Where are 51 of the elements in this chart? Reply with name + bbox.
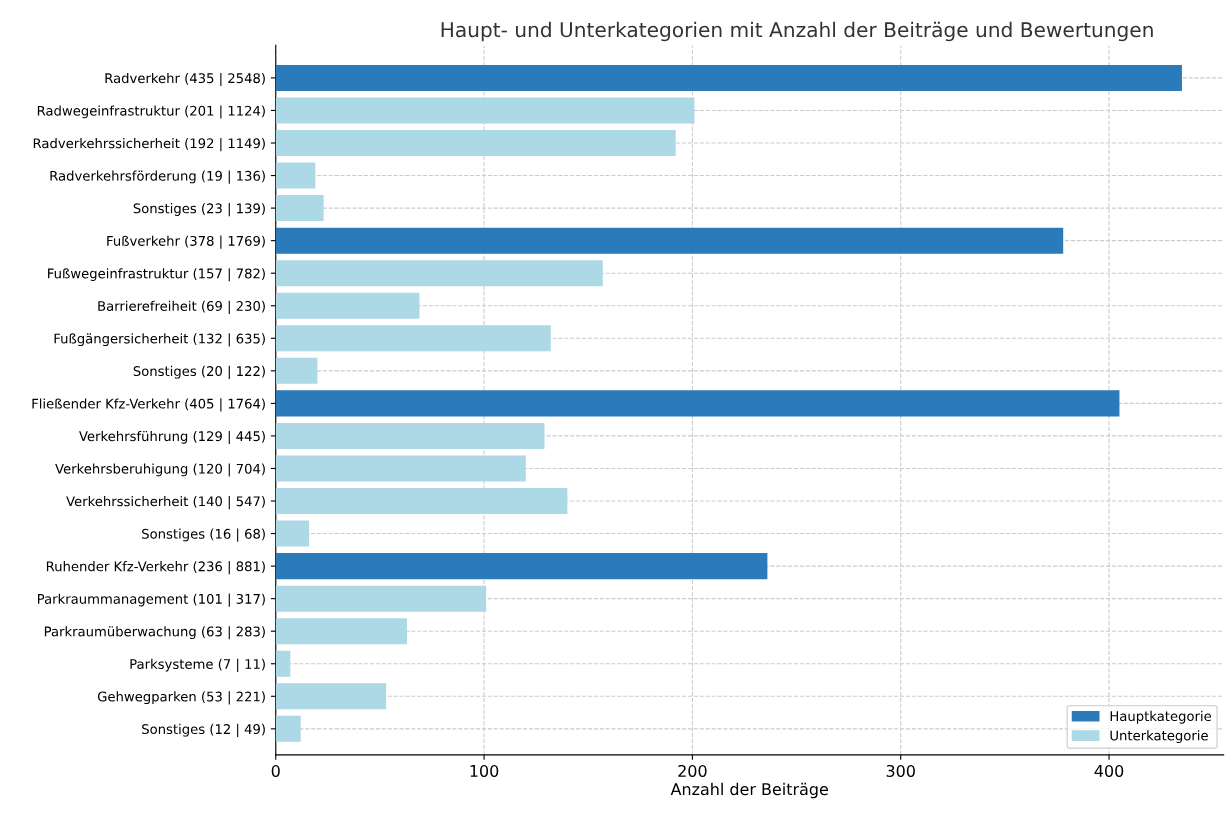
y-tick-label: Radwegeinfrastruktur (201 | 1124): [37, 105, 265, 119]
bar: [275, 618, 407, 645]
x-tick-label: 300: [886, 764, 915, 777]
bar: [275, 650, 291, 677]
y-tick-label: Fußgängersicherheit (132 | 635): [54, 333, 265, 347]
y-tick-label: Sonstiges (16 | 68): [142, 528, 265, 542]
bar: [275, 195, 324, 222]
y-tick-label: Sonstiges (12 | 49): [142, 723, 265, 737]
y-tick-label: Sonstiges (23 | 139): [133, 203, 265, 217]
chart-title: Haupt- und Unterkategorien mit Anzahl der Beiträge und Bewertungen: [441, 21, 1153, 42]
bar: [275, 292, 420, 319]
bar: [275, 488, 568, 515]
y-tick-label: Fußwegeinfrastruktur (157 | 782): [48, 268, 265, 282]
y-tick-label: Radverkehrsförderung (19 | 136): [50, 170, 265, 184]
y-tick-label: Ruhender Kfz-Verkehr (236 | 881): [46, 561, 265, 575]
bar: [275, 64, 1182, 91]
bar: [275, 520, 310, 547]
bar: [275, 97, 695, 124]
x-tick-label: 100: [470, 764, 499, 777]
bar: [275, 715, 301, 742]
x-tick-label: 400: [1094, 764, 1124, 777]
bar: [275, 325, 551, 352]
y-tick-label: Parksysteme (7 | 11): [130, 658, 265, 672]
bar: [275, 455, 526, 482]
bar: [275, 585, 487, 612]
bar: [275, 422, 545, 449]
x-tick-label: 200: [678, 764, 707, 777]
legend-label: Hauptkategorie: [1110, 710, 1212, 724]
y-tick-label: Parkraumüberwachung (63 | 283): [44, 626, 265, 640]
bar: [275, 357, 318, 384]
x-tick-label: 0: [271, 764, 280, 777]
bar: [275, 227, 1064, 254]
y-tick-label: Verkehrsberuhigung (120 | 704): [55, 463, 265, 477]
x-axis-title: Anzahl der Beiträge: [670, 782, 828, 799]
bar: [275, 129, 676, 157]
y-tick-label: Verkehrssicherheit (140 | 547): [66, 495, 265, 510]
legend-label: Unterkategorie: [1110, 730, 1208, 743]
y-tick-label: Barrierefreiheit (69 | 230): [98, 300, 265, 314]
bar: [275, 390, 1120, 417]
y-tick-label: Gehwegparken (53 | 221): [97, 691, 265, 705]
y-tick-label: Radverkehr (435 | 2548): [105, 72, 265, 87]
y-tick-label: Fußverkehr (378 | 1769): [107, 235, 265, 249]
bar: [275, 162, 316, 189]
bar: [275, 553, 768, 580]
y-tick-label: Sonstiges (20 | 122): [133, 365, 265, 379]
bar: [275, 260, 603, 287]
y-tick-label: Radverkehrssicherheit (192 | 1149): [33, 137, 265, 152]
y-tick-label: Verkehrsführung (129 | 445): [79, 430, 265, 445]
y-tick-label: Fließender Kfz-Verkehr (405 | 1764): [32, 398, 265, 412]
bar: [275, 683, 387, 710]
y-tick-label: Parkraummanagement (101 | 317): [38, 593, 265, 607]
